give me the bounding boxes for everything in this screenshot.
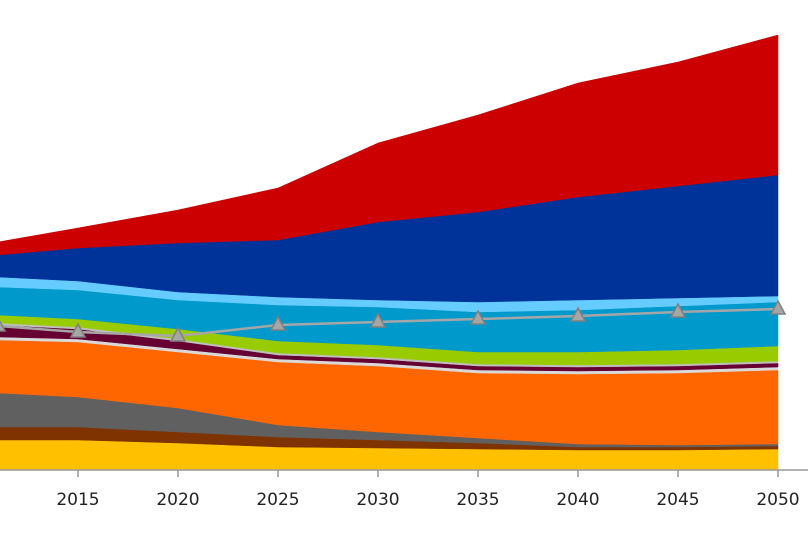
triangle-marker (369, 312, 387, 328)
triangle-marker (169, 326, 187, 342)
x-tick-label: 2015 (56, 490, 99, 510)
x-tick-label: 2020 (156, 490, 199, 510)
triangle-marker (69, 322, 87, 338)
x-tick-label: 2050 (756, 490, 799, 510)
triangle-marker (469, 309, 487, 325)
x-tick-label: 2025 (256, 490, 299, 510)
x-tick-label: 2035 (456, 490, 499, 510)
area (0, 34, 779, 256)
triangle-marker (569, 306, 587, 322)
triangle-marker (269, 315, 287, 331)
triangle-marker (669, 302, 687, 318)
x-tick-label: 2045 (656, 490, 699, 510)
triangle-marker (0, 320, 7, 332)
x-tick-label: 2040 (556, 490, 599, 510)
triangle-marker (769, 299, 787, 315)
x-tick-label: 2030 (356, 490, 399, 510)
